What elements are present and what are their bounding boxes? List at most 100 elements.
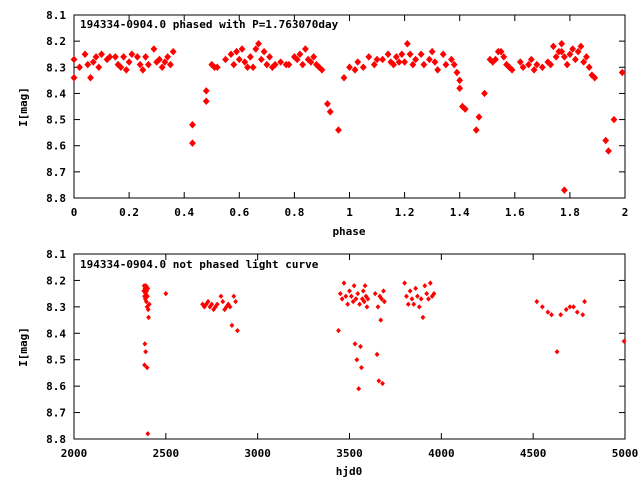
- data-point: [381, 288, 386, 294]
- data-point: [315, 63, 323, 72]
- data-point: [299, 60, 307, 69]
- data-point: [230, 60, 238, 69]
- data-point: [337, 291, 343, 297]
- data-point: [249, 63, 257, 72]
- data-point: [241, 58, 249, 66]
- data-point: [235, 328, 240, 334]
- data-point: [497, 47, 505, 56]
- data-point: [377, 293, 383, 299]
- data-point: [268, 63, 276, 72]
- data-point: [260, 47, 268, 56]
- data-point: [339, 296, 345, 302]
- data-point: [220, 298, 226, 305]
- data-point: [448, 55, 455, 64]
- data-point: [89, 58, 97, 66]
- data-point: [202, 97, 210, 106]
- data-point: [111, 53, 119, 61]
- data-point: [577, 42, 585, 51]
- data-point: [336, 328, 341, 334]
- data-point: [434, 66, 442, 74]
- x-tick-label: 1.2: [395, 206, 415, 219]
- data-point: [189, 121, 196, 129]
- y-tick-label: 8.3: [46, 61, 66, 74]
- data-point: [326, 107, 334, 116]
- data-point: [255, 40, 262, 48]
- unphased-light-curve-chart: 194334-0904.0 not phased light curve I[m…: [17, 248, 638, 478]
- data-point: [508, 66, 516, 74]
- data-point: [227, 304, 233, 310]
- data-point: [84, 60, 92, 69]
- data-point: [405, 301, 411, 307]
- data-point: [207, 304, 213, 310]
- data-point: [346, 63, 353, 72]
- data-point: [427, 280, 433, 286]
- data-point: [492, 55, 499, 64]
- data-point: [233, 298, 239, 305]
- data-point: [439, 50, 447, 58]
- data-point: [169, 47, 177, 56]
- y-tick-label: 8.4: [46, 87, 66, 100]
- data-point: [580, 312, 586, 318]
- data-point: [145, 306, 151, 313]
- data-point: [424, 291, 430, 297]
- data-point: [381, 298, 387, 305]
- data-point: [409, 60, 417, 69]
- x-tick-label: 2500: [153, 447, 180, 460]
- y-axis-label: I[mag]: [17, 327, 30, 367]
- x-axis-label: hjd0: [336, 465, 363, 478]
- data-point: [401, 58, 408, 66]
- x-tick-label: 1.4: [450, 206, 470, 219]
- data-point: [355, 291, 361, 297]
- data-point: [580, 58, 588, 66]
- y-tick-label: 8.7: [46, 407, 66, 420]
- data-point: [431, 58, 439, 66]
- data-point: [486, 55, 494, 64]
- data-point: [530, 66, 538, 74]
- x-tick-label: 3000: [244, 447, 271, 460]
- data-point: [563, 306, 569, 313]
- data-point: [133, 53, 141, 61]
- chart-title: 194334-0904.0 phased with P=1.763070day: [80, 18, 339, 31]
- data-point: [558, 40, 566, 48]
- data-point: [350, 298, 356, 305]
- data-point: [583, 53, 590, 61]
- data-point: [527, 55, 535, 64]
- data-point: [341, 280, 347, 286]
- data-point: [146, 301, 152, 307]
- y-tick-label: 8.6: [46, 140, 66, 153]
- data-point: [347, 288, 352, 294]
- data-point: [335, 126, 342, 134]
- data-point: [307, 58, 315, 66]
- data-point: [442, 60, 450, 69]
- data-point: [407, 288, 413, 294]
- axis-ticks: 2000 2500 3000 3500 4000 4500 5000 8.1 8.2 8.3 8.4…: [46, 248, 638, 460]
- data-point: [567, 304, 573, 310]
- data-point: [525, 60, 532, 69]
- data-point: [533, 60, 541, 69]
- y-tick-label: 8.5: [46, 354, 66, 367]
- y-tick-label: 8.8: [46, 192, 66, 205]
- x-tick-label: 4500: [520, 447, 547, 460]
- data-point: [231, 293, 237, 299]
- data-point: [554, 349, 560, 355]
- data-point: [145, 293, 150, 299]
- data-point: [591, 74, 599, 82]
- data-point: [304, 55, 312, 64]
- axis-ticks: 0 0.2 0.4 0.6 0.8 1 1.2 1.4 1.6 1.8 2 8.1 8.2 8.3 8.4 8…: [46, 9, 628, 219]
- data-point: [360, 288, 366, 294]
- data-point: [164, 53, 172, 61]
- data-point: [549, 312, 554, 318]
- data-point: [370, 60, 378, 69]
- phased-light-curve-chart: 194334-0904.0 phased with P=1.763070day …: [17, 9, 628, 238]
- data-point: [161, 58, 169, 66]
- data-point: [209, 301, 215, 307]
- data-point: [538, 63, 546, 72]
- data-point: [120, 53, 127, 61]
- y-tick-label: 8.1: [46, 248, 66, 261]
- data-point: [70, 74, 78, 82]
- data-point: [145, 431, 151, 437]
- plot-frame: [73, 253, 626, 440]
- y-tick-label: 8.1: [46, 9, 66, 22]
- x-tick-label: 2: [622, 206, 629, 219]
